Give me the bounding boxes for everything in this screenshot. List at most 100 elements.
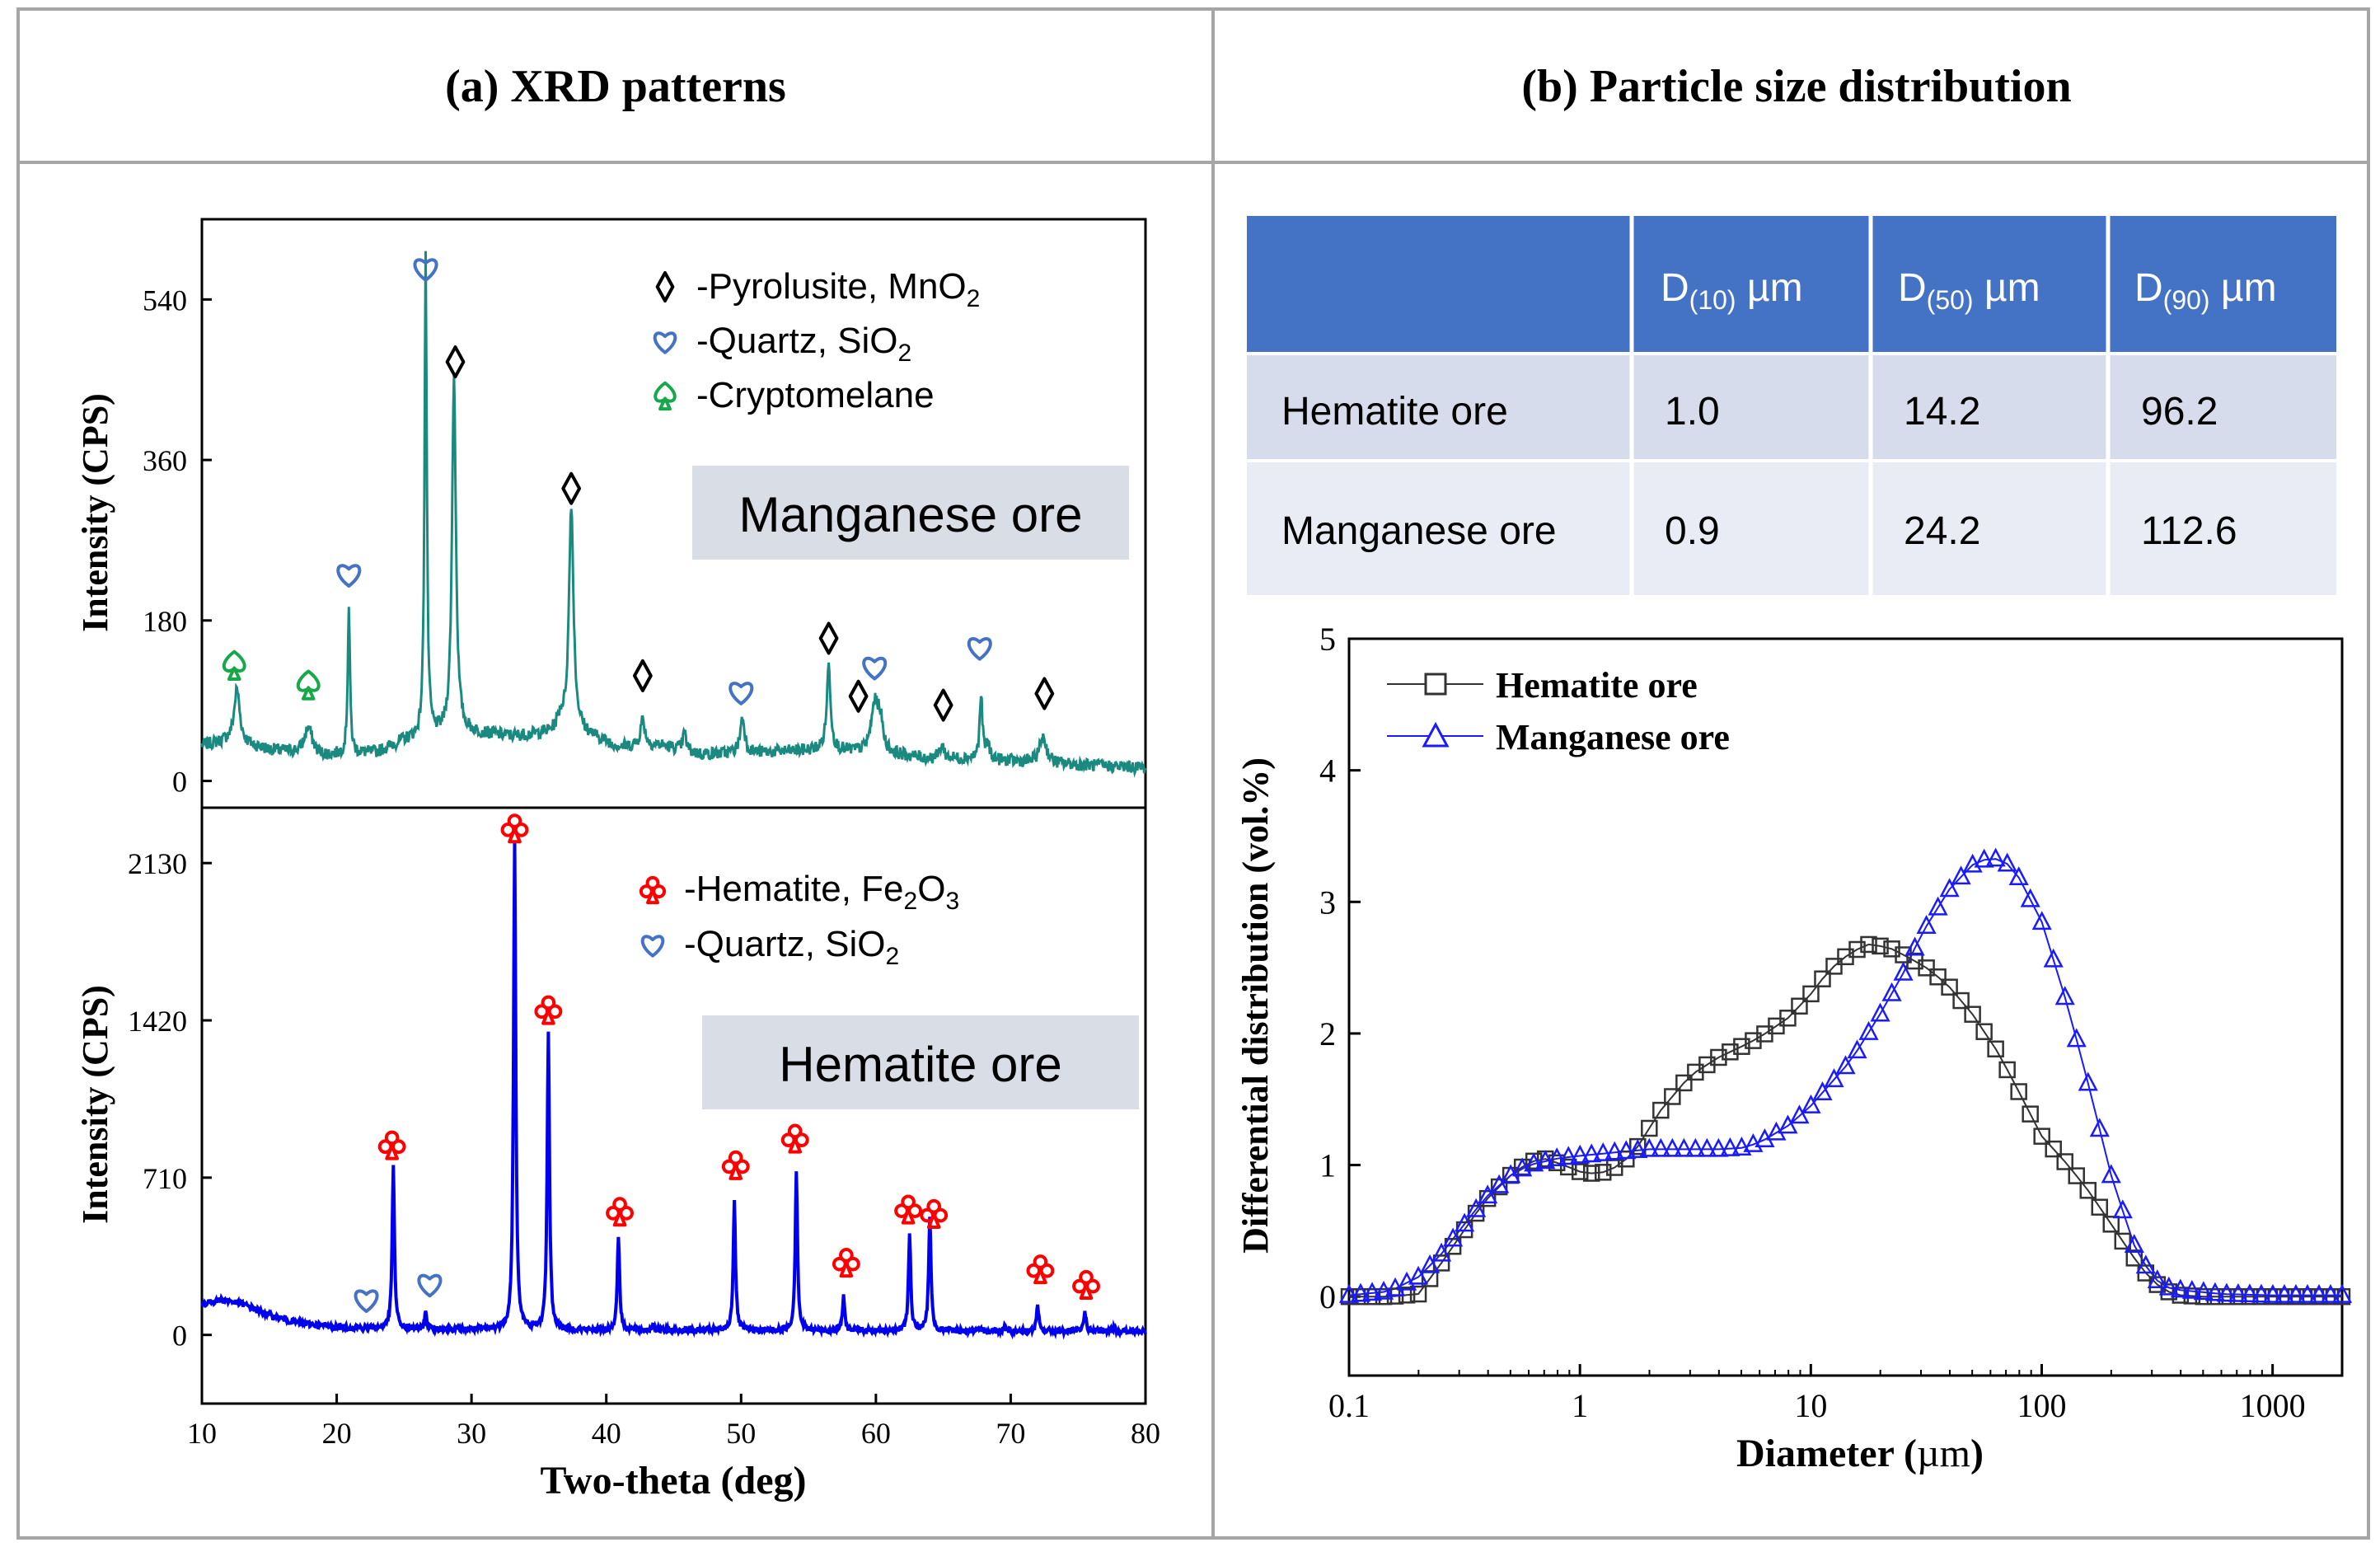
table-cell-manganese-d90: 112.6 bbox=[2141, 509, 2237, 553]
psd-point-manganese bbox=[1708, 1137, 1729, 1157]
psd-point-manganese bbox=[1524, 1152, 1544, 1172]
legend-marker-pyrolusite bbox=[655, 271, 675, 302]
psd-chart: 0 1 2 3 4 5 0.1 1 10 100 1000 Differential distrib… bbox=[1235, 621, 2353, 1475]
ytick-label: 0 bbox=[172, 1320, 187, 1352]
psd-point-manganese bbox=[1801, 1094, 1821, 1113]
psd-point-hematite bbox=[1779, 1010, 1797, 1027]
psd-point-manganese bbox=[2308, 1283, 2330, 1303]
psd-point-hematite bbox=[2229, 1287, 2247, 1306]
table-header-row bbox=[1247, 216, 2336, 352]
xtick-label: 50 bbox=[726, 1417, 756, 1450]
peak-marker-heart-icon bbox=[862, 656, 888, 681]
psd-point-manganese bbox=[2170, 1278, 2190, 1298]
legend-label-quartz: -Quartz, SiO2 bbox=[696, 321, 911, 367]
psd-point-hematite bbox=[2068, 1167, 2085, 1184]
peak-marker-club-icon bbox=[780, 1123, 809, 1154]
psd-point-hematite bbox=[1918, 959, 1935, 977]
psd-point-hematite bbox=[2264, 1287, 2282, 1306]
psd-point-manganese bbox=[1489, 1174, 1510, 1193]
psd-point-manganese bbox=[2239, 1283, 2260, 1303]
psd-point-manganese bbox=[1443, 1227, 1464, 1247]
psd-point-manganese bbox=[1685, 1137, 1706, 1157]
psd-point-manganese bbox=[1581, 1143, 1602, 1163]
table-cell-hematite-name: Hematite ore bbox=[1281, 390, 1508, 434]
psd-legend: Hematite ore Manganese ore bbox=[1387, 665, 1730, 757]
psd-xlabel: Diameter (µm) bbox=[1736, 1432, 1984, 1475]
manganese-label-box bbox=[692, 466, 1129, 560]
peak-marker-club-icon bbox=[1072, 1269, 1100, 1300]
psd-point-hematite bbox=[1998, 1061, 2016, 1079]
psd-point-manganese bbox=[2066, 1028, 2087, 1048]
psd-point-manganese bbox=[1997, 852, 2017, 872]
peak-marker-diamond-icon bbox=[818, 621, 839, 655]
psd-ytick-label: 5 bbox=[1319, 621, 1336, 658]
peak-marker-heart-icon bbox=[967, 637, 992, 661]
psd-point-manganese bbox=[2008, 866, 2029, 886]
psd-point-manganese bbox=[2285, 1283, 2307, 1303]
ytick-label: 540 bbox=[143, 284, 187, 316]
psd-xtick-label: 1 bbox=[1572, 1387, 1588, 1424]
table-cell-manganese-d50: 24.2 bbox=[1904, 509, 1980, 553]
psd-point-manganese bbox=[2320, 1283, 2341, 1303]
psd-xtick-label: 10 bbox=[1794, 1387, 1827, 1424]
psd-ytick-label: 3 bbox=[1319, 884, 1336, 921]
panel-a-title: (a) XRD patterns bbox=[445, 61, 786, 112]
xrd-hematite-chart: 0 710 1420 2130 10 20 30 40 50 60 70 80 Intensity (… bbox=[75, 806, 1160, 1502]
psd-point-hematite bbox=[1710, 1048, 1727, 1066]
psd-point-manganese bbox=[1628, 1139, 1648, 1158]
psd-point-hematite bbox=[1490, 1178, 1508, 1196]
psd-legend-label-hematite: Hematite ore bbox=[1496, 665, 1698, 706]
psd-point-hematite bbox=[1641, 1119, 1658, 1137]
psd-point-manganese bbox=[2054, 986, 2075, 1006]
psd-point-hematite bbox=[1664, 1088, 1681, 1105]
psd-point-hematite bbox=[2056, 1153, 2073, 1170]
psd-ylabel: Differential distribution (vol.%) bbox=[1235, 757, 1276, 1254]
xrd-manganese-ylabel: Intensity (CPS) bbox=[75, 393, 115, 632]
psd-point-hematite bbox=[2252, 1287, 2270, 1306]
psd-point-hematite bbox=[1733, 1038, 1750, 1055]
xtick-label: 20 bbox=[322, 1417, 352, 1450]
psd-point-hematite bbox=[1409, 1285, 1427, 1303]
psd-point-manganese bbox=[2101, 1164, 2121, 1184]
peak-marker-club-icon bbox=[1026, 1254, 1055, 1285]
psd-point-hematite bbox=[1559, 1158, 1577, 1176]
psd-point-hematite bbox=[2321, 1287, 2340, 1306]
psd-point-manganese bbox=[1870, 1002, 1890, 1022]
xrd-hematite-legend: -Hematite, Fe2O3 -Quartz, SiO2 bbox=[639, 869, 959, 970]
legend-label-quartz-hematite: -Quartz, SiO2 bbox=[684, 924, 899, 970]
psd-point-manganese bbox=[1431, 1242, 1452, 1262]
peak-marker-club-icon bbox=[832, 1248, 860, 1278]
psd-point-manganese bbox=[1639, 1137, 1660, 1157]
psd-point-hematite bbox=[1652, 1101, 1670, 1119]
psd-xtick-label: 1000 bbox=[2240, 1387, 2306, 1424]
psd-point-manganese bbox=[1338, 1283, 1360, 1303]
heart-icon bbox=[653, 331, 677, 354]
psd-point-manganese bbox=[1881, 982, 1902, 1001]
psd-point-manganese bbox=[1651, 1137, 1671, 1157]
psd-point-manganese bbox=[1720, 1137, 1740, 1156]
xrd-manganese-chart: 0 180 360 540 Intensity (CPS) Manganese ore… bbox=[75, 218, 1147, 809]
psd-point-manganese bbox=[1616, 1140, 1637, 1160]
psd-point-hematite bbox=[1722, 1043, 1739, 1061]
psd-point-manganese bbox=[1974, 848, 1994, 868]
psd-point-hematite bbox=[1595, 1164, 1612, 1181]
particle-size-table: D(10) µm D(50) µm D(90) µm Hematite ore … bbox=[1247, 216, 2336, 595]
table-cell-hematite-d10: 1.0 bbox=[1665, 390, 1720, 434]
table-header-d50: D(50) µm bbox=[1898, 266, 2040, 315]
spade-icon bbox=[654, 381, 677, 411]
psd-point-manganese bbox=[1361, 1282, 1383, 1301]
psd-point-manganese bbox=[1373, 1280, 1394, 1300]
xrd-hematite-ylabel: Intensity (CPS) bbox=[75, 985, 115, 1224]
psd-point-hematite bbox=[1825, 958, 1843, 975]
psd-point-manganese bbox=[2274, 1283, 2295, 1303]
table-cell-hematite-d50: 14.2 bbox=[1904, 390, 1980, 434]
psd-point-hematite bbox=[2310, 1287, 2328, 1306]
psd-point-hematite bbox=[1987, 1040, 2004, 1057]
peak-marker-diamond-icon bbox=[1034, 677, 1055, 710]
psd-point-hematite bbox=[2275, 1287, 2293, 1306]
psd-point-hematite bbox=[2218, 1287, 2236, 1306]
xtick-label: 60 bbox=[861, 1417, 891, 1450]
ytick-label: 710 bbox=[143, 1162, 187, 1195]
psd-ytick-label: 4 bbox=[1319, 752, 1336, 790]
xtick-label: 80 bbox=[1131, 1417, 1160, 1450]
